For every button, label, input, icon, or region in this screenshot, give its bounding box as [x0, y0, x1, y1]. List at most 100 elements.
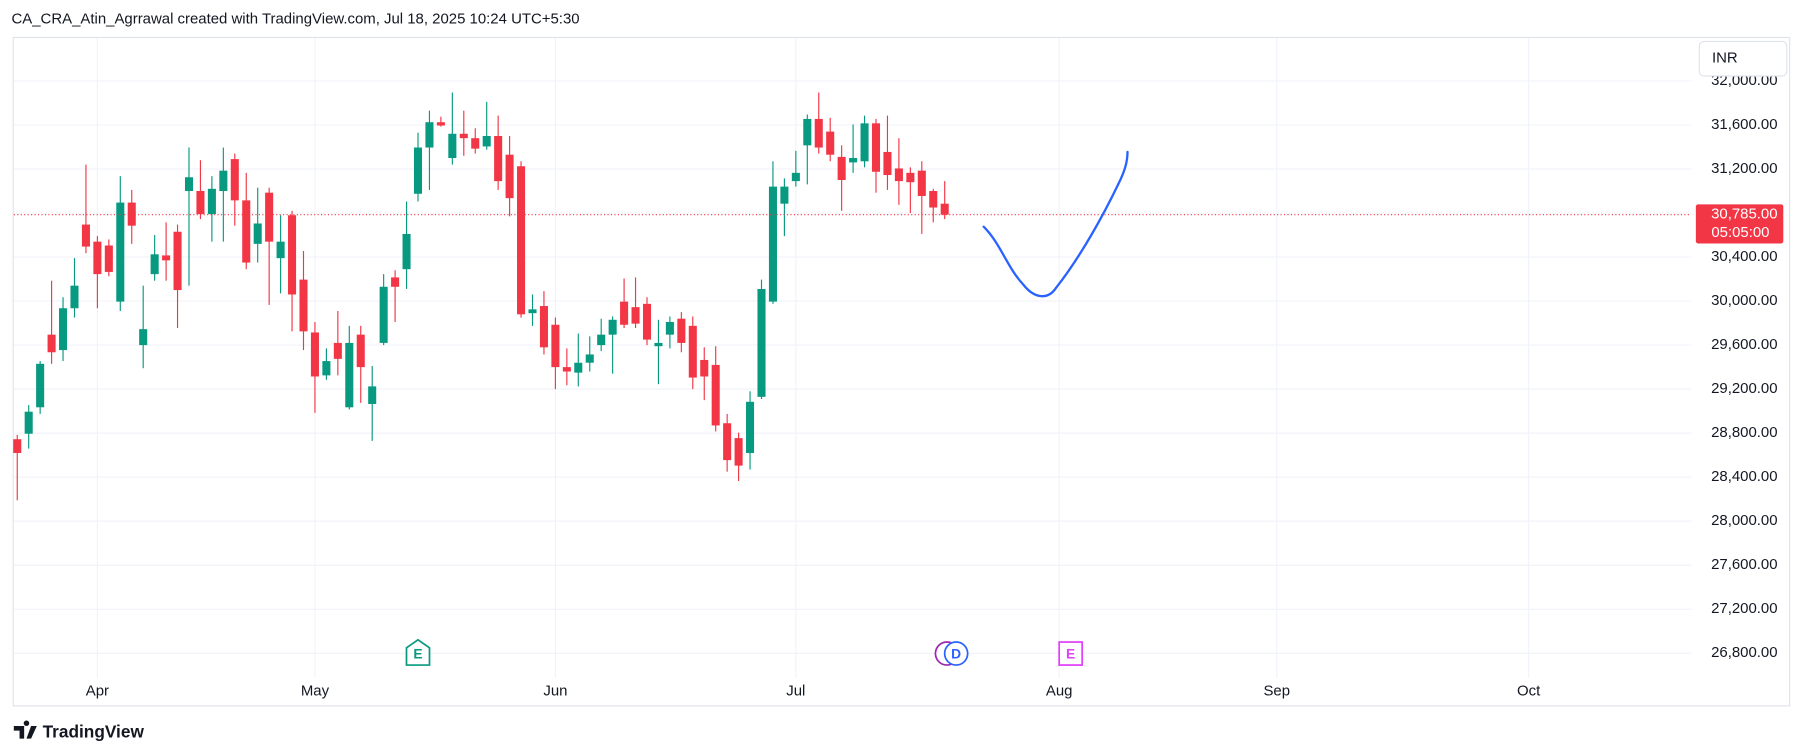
candle-body: [288, 215, 297, 295]
candle-body: [104, 245, 113, 272]
candle-body: [894, 168, 903, 182]
last-price-label: 30,785.00: [1711, 206, 1777, 223]
y-tick-label: 29,200.00: [1711, 380, 1777, 397]
candle-body: [505, 154, 514, 199]
candle-body: [47, 334, 56, 353]
event-label: E: [1066, 646, 1075, 661]
candle-body: [849, 157, 858, 163]
x-tick-label: Aug: [1046, 682, 1073, 699]
candle-body: [562, 367, 571, 372]
candle-body: [379, 286, 388, 343]
candle-body: [162, 255, 171, 261]
candle-body: [791, 172, 800, 182]
candle-body: [539, 306, 548, 348]
candle-body: [688, 325, 697, 378]
candle-body: [574, 362, 583, 373]
event-label: D: [951, 646, 961, 661]
candle-body: [826, 131, 835, 155]
candle-body: [860, 123, 869, 162]
candle-body: [207, 188, 216, 215]
candle-body: [551, 324, 560, 368]
candle-body: [173, 231, 182, 291]
candle-body: [368, 386, 377, 404]
y-tick-label: 28,400.00: [1711, 468, 1777, 485]
candle-body: [345, 342, 354, 408]
candle-body: [70, 285, 79, 309]
y-tick-label: 27,600.00: [1711, 556, 1777, 573]
candle-body: [871, 123, 881, 172]
event-marker: [943, 641, 969, 666]
candle-body: [803, 118, 812, 146]
y-tick-label: 27,200.00: [1711, 600, 1777, 617]
candle-body: [814, 118, 823, 148]
candle-body: [711, 364, 720, 426]
candle-body: [448, 133, 457, 158]
x-tick-label: Jun: [543, 682, 567, 699]
x-tick-label: Apr: [86, 682, 109, 699]
candle-body: [746, 401, 755, 453]
candle-body: [471, 138, 480, 149]
y-tick-label: 29,600.00: [1711, 336, 1777, 353]
candle-body: [494, 135, 503, 182]
candle-body: [757, 288, 766, 397]
candle-body: [13, 439, 22, 453]
y-tick-label: 30,000.00: [1711, 292, 1777, 309]
candle-body: [585, 354, 594, 363]
candle-body: [883, 151, 892, 176]
candle-body: [723, 423, 732, 461]
candle-body: [139, 329, 148, 346]
candle-body: [36, 363, 45, 408]
candle-body: [677, 318, 686, 343]
candle-body: [81, 224, 90, 247]
event-label: E: [413, 646, 422, 661]
candle-body: [620, 301, 629, 325]
candle-body: [837, 156, 846, 181]
candle-body: [413, 147, 423, 194]
candle-body: [24, 411, 33, 434]
candle-body: [482, 135, 491, 147]
candle-body: [333, 342, 342, 359]
candle-body: [230, 159, 239, 201]
x-tick-label: Oct: [1517, 682, 1541, 699]
candle-body: [242, 200, 251, 263]
candle-body: [265, 192, 274, 242]
candle-body: [219, 170, 228, 192]
candle-body: [940, 203, 949, 215]
event-marker: [1058, 641, 1084, 666]
chart-frame: [12, 36, 1791, 707]
candle-body: [253, 223, 262, 244]
candle-body: [734, 438, 743, 466]
currency-button[interactable]: [1698, 40, 1788, 77]
currency-label: INR: [1712, 50, 1738, 67]
candle-body: [917, 170, 926, 196]
header-text: CA_CRA_Atin_Agrrawal created with Tradin…: [12, 11, 580, 28]
y-tick-label: 28,800.00: [1711, 424, 1777, 441]
candle-body: [150, 254, 159, 275]
candle-body: [608, 319, 617, 335]
candle-body: [425, 122, 434, 148]
footer-text: TradingView: [43, 721, 145, 741]
candle-body: [459, 133, 468, 139]
y-tick-label: 28,000.00: [1711, 512, 1777, 529]
x-tick-label: Jul: [786, 682, 805, 699]
candle-body: [768, 186, 777, 302]
candle-body: [356, 334, 365, 368]
candle-body: [93, 241, 102, 275]
candle-body: [528, 309, 537, 314]
candle-body: [929, 191, 938, 208]
candle-body: [597, 334, 606, 346]
y-tick-label: 26,800.00: [1711, 644, 1777, 661]
logo-icon: [13, 720, 37, 739]
candle-body: [391, 277, 400, 287]
footer-logo: TradingView: [13, 720, 145, 741]
y-tick-label: 31,600.00: [1711, 116, 1777, 133]
x-tick-label: Sep: [1263, 682, 1290, 699]
candle-body: [322, 361, 331, 376]
y-tick-label: 31,200.00: [1711, 160, 1777, 177]
x-tick-label: May: [301, 682, 330, 699]
candle-body: [665, 321, 674, 335]
candle-body: [906, 172, 915, 183]
candle-body: [184, 177, 194, 192]
